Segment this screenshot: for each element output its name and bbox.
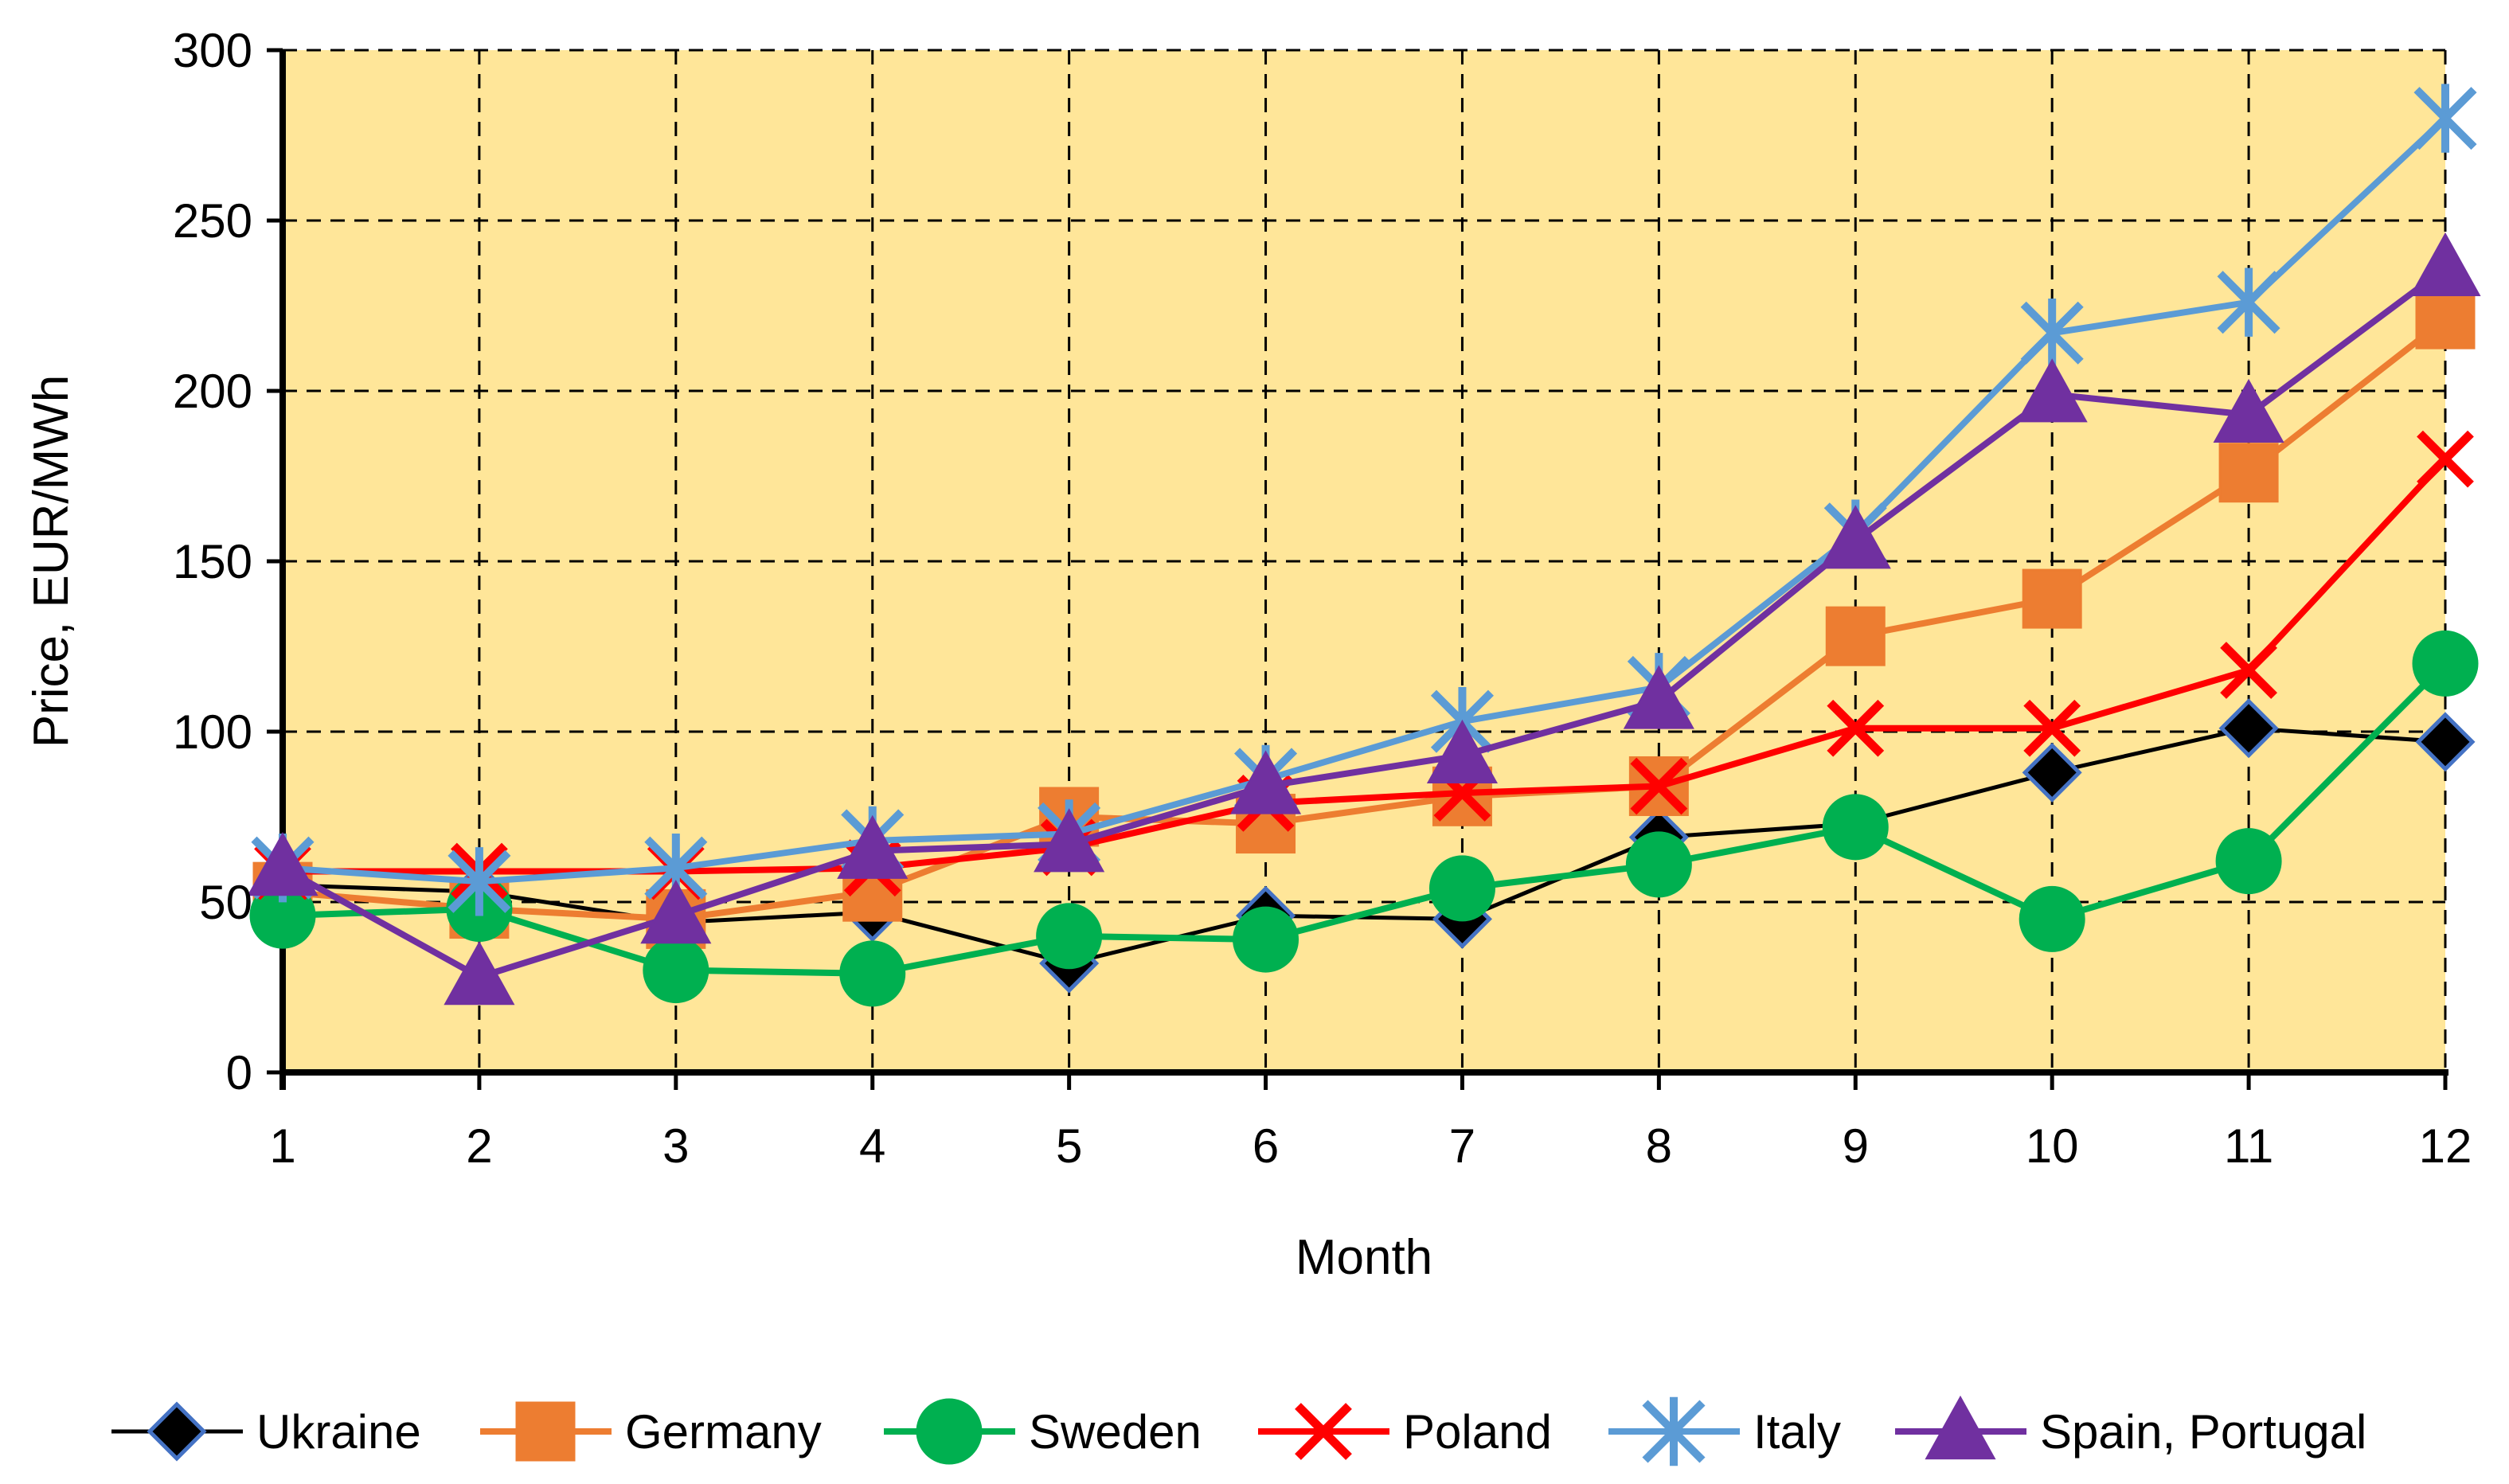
y-tick-label: 150: [173, 535, 252, 588]
data-point: [2217, 268, 2280, 337]
data-point: [2022, 568, 2082, 629]
data-point: [2409, 232, 2481, 297]
data-point: [2415, 712, 2476, 772]
data-point: [1827, 699, 1885, 757]
data-point: [1630, 757, 1688, 815]
data-point: [2215, 828, 2282, 895]
data-point: [447, 847, 511, 916]
data-point: [444, 941, 515, 1006]
data-point: [839, 940, 906, 1007]
legend-entry: Italy: [1608, 1396, 1841, 1466]
x-tick-label: 5: [1056, 1119, 1082, 1173]
data-point: [837, 814, 909, 879]
data-point: [2019, 885, 2085, 952]
data-point: [247, 832, 319, 896]
legend-entry: Poland: [1258, 1403, 1552, 1460]
data-point: [2415, 289, 2476, 350]
series-line: [281, 265, 2448, 981]
legend-marker: [515, 1401, 576, 1462]
data-point: [640, 880, 712, 944]
data-point: [2023, 699, 2081, 757]
data-point: [1034, 808, 1105, 873]
data-point: [1822, 794, 1889, 861]
series-sweden: [249, 630, 2479, 1007]
legend-label: Germany: [625, 1405, 822, 1459]
x-tick-label: 10: [2026, 1119, 2079, 1173]
series-line: [282, 316, 2448, 923]
x-tick-label: 6: [1253, 1119, 1279, 1173]
x-tick-label: 3: [662, 1119, 689, 1173]
legend-entry: Sweden: [884, 1398, 1202, 1465]
legend-marker: [1925, 1395, 1996, 1460]
legend-entry: Ukraine: [111, 1401, 421, 1462]
data-point: [2413, 84, 2477, 153]
data-point: [1428, 855, 1495, 922]
x-tick-label: 9: [1843, 1119, 1869, 1173]
legend: Ukraine Germany Sweden Poland Italy Spain, Po…: [111, 1395, 2366, 1466]
legend-label: Poland: [1403, 1405, 1552, 1459]
y-axis-title: Price, EUR/MWh: [24, 375, 79, 748]
legend-marker: [1642, 1396, 1706, 1466]
x-tick-label: 2: [466, 1119, 492, 1173]
y-tick-label: 300: [173, 24, 252, 77]
legend-entry: Germany: [480, 1401, 822, 1462]
legend-label: Sweden: [1029, 1405, 1202, 1459]
x-tick-label: 4: [859, 1119, 885, 1173]
y-tick-label: 50: [199, 876, 252, 929]
data-series: [247, 84, 2481, 1007]
legend-marker: [916, 1398, 983, 1465]
y-tick-label: 0: [226, 1046, 252, 1099]
data-point: [2022, 742, 2082, 803]
legend-marker: [1295, 1403, 1352, 1460]
data-point: [2020, 299, 2084, 368]
data-point: [1825, 606, 1886, 666]
data-point: [2220, 642, 2277, 699]
legend-entry: Spain, Portugal: [1895, 1395, 2366, 1460]
data-point: [1426, 719, 1499, 784]
series-spain-portugal: [247, 232, 2481, 1006]
y-tick-label: 200: [173, 365, 252, 418]
data-point: [2218, 698, 2279, 759]
x-tick-label: 8: [1646, 1119, 1672, 1173]
x-tick-label: 12: [2419, 1119, 2472, 1173]
legend-label: Spain, Portugal: [2040, 1405, 2366, 1459]
data-point: [1819, 505, 1891, 569]
legend-label: Ukraine: [256, 1405, 421, 1459]
legend-marker: [147, 1401, 207, 1462]
x-axis-title: Month: [1296, 1230, 1432, 1285]
y-tick-label: 250: [173, 194, 252, 248]
series-line: [282, 115, 2448, 885]
data-point: [1623, 665, 1694, 729]
data-point: [643, 937, 709, 1004]
data-point: [2218, 443, 2279, 503]
legend-label: Italy: [1753, 1405, 1841, 1459]
y-tick-label: 100: [173, 705, 252, 759]
data-point: [2213, 378, 2284, 443]
x-tick-label: 1: [269, 1119, 295, 1173]
x-tick-label: 11: [2224, 1119, 2273, 1173]
data-point: [1036, 903, 1103, 970]
x-tick-label: 7: [1449, 1119, 1475, 1173]
data-point: [2417, 430, 2474, 488]
data-point: [1625, 831, 1692, 898]
data-point: [1233, 906, 1299, 973]
data-point: [1229, 750, 1302, 814]
data-point: [2016, 358, 2088, 423]
gridlines: [283, 49, 2447, 1072]
series-line: [282, 661, 2448, 977]
data-point: [2412, 630, 2479, 697]
